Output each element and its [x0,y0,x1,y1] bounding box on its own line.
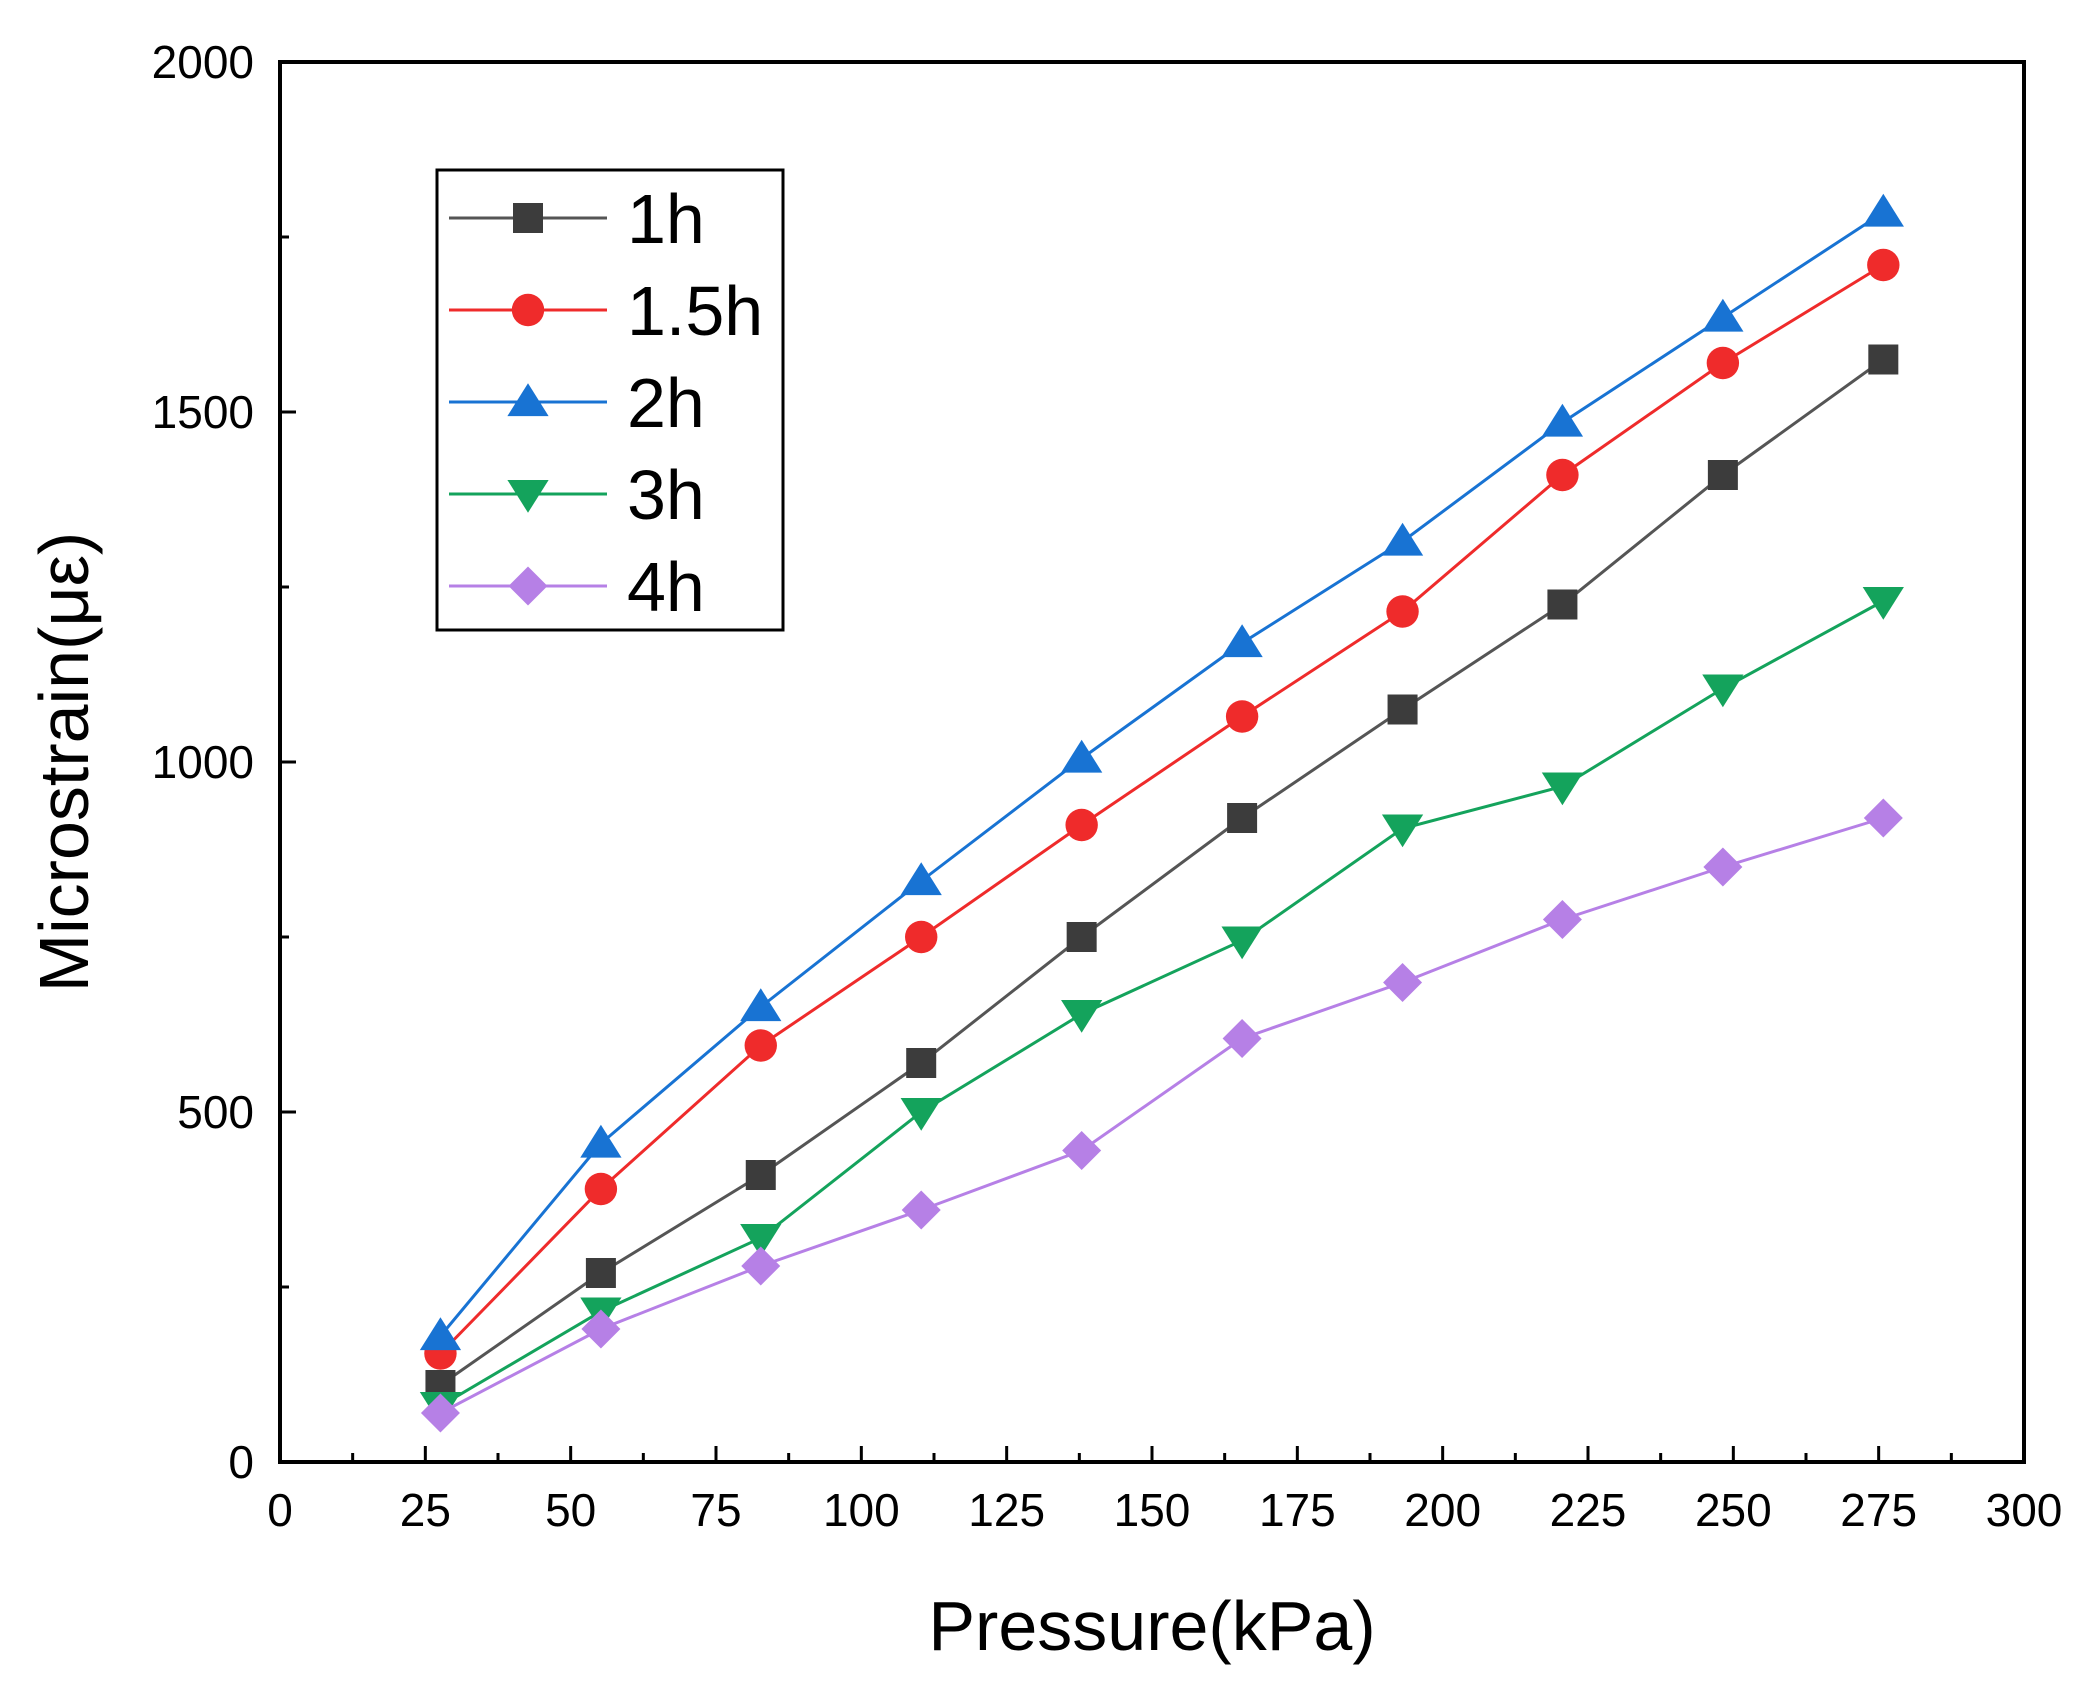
data-point [1547,589,1578,620]
data-point [420,1393,460,1433]
data-point [1381,814,1424,848]
x-tick-label: 150 [1114,1484,1191,1536]
series-line-2h [439,211,1885,1337]
series-2h [419,193,1904,1351]
data-point [1222,1019,1262,1058]
data-point [1863,798,1903,838]
legend-marker [511,293,545,327]
legend-item: 1h [449,180,705,258]
data-point [1066,922,1097,952]
data-point [585,1258,616,1288]
data-point [1542,900,1582,939]
y-tick-label: 0 [228,1436,254,1488]
data-point [1541,403,1584,437]
x-tick-label: 50 [545,1484,596,1536]
legend-marker [508,566,548,606]
data-point [740,1223,782,1257]
series-1.5h [424,248,1900,1370]
data-point [1702,674,1744,708]
legend-marker [513,203,543,233]
data-point [1062,1131,1102,1170]
x-axis-title: Pressure(kPa) [928,1587,1375,1665]
legend-label: 1h [627,180,705,258]
data-point [1702,298,1744,332]
legend-item: 2h [449,364,705,442]
data-point [1867,248,1900,282]
legend-box [435,168,785,632]
data-point [1706,346,1740,380]
data-point [1227,803,1258,833]
data-point [1225,700,1259,733]
legend-label: 3h [627,456,705,534]
series-line-1.5h [439,263,1885,1355]
data-point [1381,522,1424,556]
data-point [740,988,782,1022]
x-tick-label: 300 [1986,1484,2063,1536]
data-point [900,862,942,896]
legend-item: 4h [449,548,705,626]
series-line-3h [439,599,1885,1408]
x-tick-label: 175 [1259,1484,1336,1536]
data-point [1061,999,1103,1033]
data-point [584,1172,618,1206]
data-point [901,1190,941,1230]
data-point [1541,772,1584,806]
data-point [1386,595,1419,628]
legend-item: 3h [449,456,705,534]
data-point [1065,808,1098,842]
x-tick-label: 125 [968,1484,1045,1536]
y-axis-title: Microstrain(με) [25,532,103,992]
x-tick-label: 225 [1550,1484,1627,1536]
x-tick-label: 75 [690,1484,741,1536]
y-tick-label: 500 [177,1086,254,1138]
data-point [1221,926,1263,960]
data-point [741,1246,781,1286]
legend: 1h 1.5h 2h 3h 4h [435,168,785,632]
legend-marker [507,383,549,417]
series-line-4h [439,816,1884,1415]
data-point [1703,847,1743,887]
data-point [419,1317,462,1351]
x-tick-label: 200 [1404,1484,1481,1536]
x-tick-label: 100 [823,1484,900,1536]
data-point [1061,739,1103,773]
data-point [1862,193,1904,227]
data-point [580,1124,622,1158]
series-3h [419,586,1904,1425]
data-point [1707,460,1738,490]
data-point [745,1160,776,1190]
data-point [905,920,938,954]
x-tick-label: 25 [400,1484,451,1536]
data-point [581,1309,621,1349]
legend-label: 2h [627,364,705,442]
series-1h [425,344,1899,1400]
legend-marker [507,479,549,513]
series-4h [420,798,1903,1433]
series-line-1h [439,358,1885,1387]
data-point [1868,344,1899,375]
data-point [1862,586,1904,620]
legend-label: 4h [627,548,705,626]
data-point [744,1029,777,1062]
y-tick-label: 1500 [152,386,254,438]
data-point [1387,694,1418,725]
data-point [1221,624,1263,658]
legend-label: 1.5h [627,272,763,350]
data-point [906,1048,937,1078]
x-tick-label: 275 [1840,1484,1917,1536]
data-point [1546,458,1579,492]
x-tick-label: 250 [1695,1484,1772,1536]
y-tick-label: 1000 [152,736,254,788]
data-point [1383,963,1423,1002]
data-point [900,1097,942,1131]
x-tick-label: 0 [267,1484,293,1536]
legend-item: 1.5h [449,272,763,350]
y-tick-label: 2000 [152,36,254,88]
